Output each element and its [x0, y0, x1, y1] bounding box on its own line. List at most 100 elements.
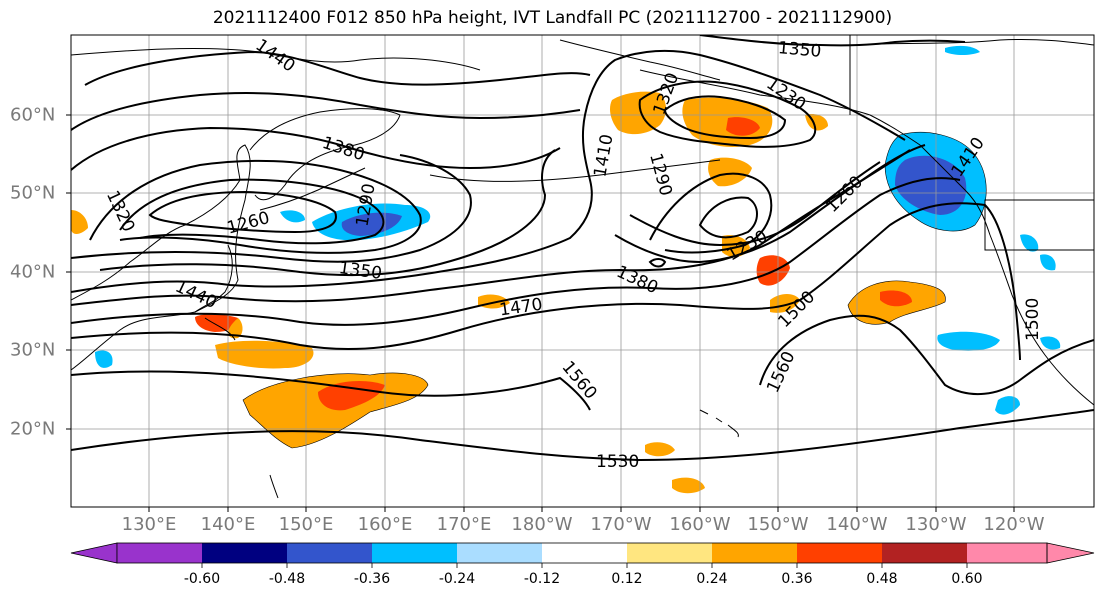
- colorbar-right-extension: [1046, 542, 1095, 564]
- positive-anomaly-region: [71, 210, 88, 234]
- anomaly-outlines: [242, 132, 987, 449]
- colorbar-tick-label: -0.48: [268, 571, 306, 587]
- colorbar-tick-label: -0.12: [523, 571, 561, 587]
- colorbar-tick-label: -0.60: [183, 571, 221, 587]
- negative-anomaly-region: [937, 331, 1000, 351]
- contour-1350: [71, 154, 881, 263]
- contour-1260: [148, 190, 337, 234]
- lon-label: 180°W: [511, 514, 573, 535]
- contour-1440: [71, 149, 911, 306]
- colorbar-tick-label: 0.36: [781, 571, 813, 587]
- positive-anomaly-region: [722, 235, 750, 257]
- japan-islands: [194, 244, 236, 341]
- colorbar-left-extension: [70, 542, 118, 564]
- contour-1260-east: [698, 196, 758, 239]
- lon-label: 150°E: [278, 514, 334, 535]
- canada-arctic-coast: [859, 38, 1094, 46]
- lon-label: 140°W: [826, 514, 888, 535]
- colorbar-tick-label: 0.60: [951, 571, 983, 587]
- colorbar-tick-label: -0.36: [353, 571, 391, 587]
- hawaiian-islands: [699, 409, 739, 438]
- lon-label: 120°W: [983, 514, 1045, 535]
- lon-label: 140°E: [200, 514, 256, 535]
- contour-label: 1500: [1023, 298, 1043, 341]
- strong-positive-anomaly-region: [726, 117, 760, 136]
- siberia-arctic-coast: [71, 48, 481, 71]
- lon-label: 130°E: [121, 514, 177, 535]
- positive-anomaly-region: [708, 157, 752, 187]
- asia-east-coast: [71, 144, 251, 371]
- lon-label: 150°W: [747, 514, 809, 535]
- colorbar-segment: [117, 543, 202, 563]
- map-title: 2021112400 F012 850 hPa height, IVT Land…: [212, 8, 893, 28]
- colorbar-segment: [627, 543, 712, 563]
- contour-1380-north: [71, 126, 561, 171]
- kamchatka: [249, 108, 401, 201]
- coastlines: [71, 35, 1094, 499]
- positive-anomaly-region: [215, 340, 314, 369]
- contour-1350-top: [699, 35, 966, 47]
- lon-label: 170°W: [590, 514, 652, 535]
- colorbar-segment: [712, 543, 797, 563]
- lon-label: 130°W: [905, 514, 967, 535]
- height-contours: [71, 35, 1094, 462]
- lat-label: 30°N: [10, 339, 56, 361]
- negative-anomaly-region: [1040, 336, 1061, 350]
- contour-1410: [71, 49, 906, 293]
- colorbar-segment: [457, 543, 542, 563]
- strong-negative-anomaly-region: [341, 212, 402, 236]
- nw-us-state-box: [984, 199, 1094, 251]
- alaska-coast: [639, 69, 991, 236]
- negative-anomaly-region: [1040, 254, 1056, 271]
- contour-1290: [119, 178, 385, 245]
- contour-1320-north: [663, 95, 787, 140]
- contour-1230-east: [648, 258, 667, 268]
- contour-1470: [71, 177, 961, 326]
- colorbar-segment: [372, 543, 457, 563]
- north-america-west-coast: [989, 234, 1094, 406]
- contour-1290-north: [638, 80, 817, 148]
- contour-1500: [71, 202, 1021, 361]
- positive-anomaly-region: [645, 442, 675, 457]
- lat-label: 60°N: [10, 104, 56, 126]
- colorbar-tick-label: 0.48: [866, 571, 898, 587]
- contour-label: 1350: [777, 38, 822, 62]
- contour-label: 1530: [596, 452, 639, 472]
- aleutian-arc: [429, 159, 721, 182]
- negative-anomaly-region: [95, 350, 113, 368]
- strong-positive-anomaly-region: [880, 290, 912, 307]
- lon-label: 160°E: [357, 514, 413, 535]
- colorbar-tick-label: -0.24: [438, 571, 476, 587]
- colorbar-outline: [116, 542, 1048, 564]
- mariana-islands: [269, 474, 279, 499]
- map-frame: [70, 34, 1095, 508]
- colorbar-tick-label: 0.12: [611, 571, 643, 587]
- colorbar-segment: [797, 543, 882, 563]
- bering-region: [559, 39, 721, 81]
- colorbar-segment: [202, 543, 287, 563]
- colorbar-segment: [882, 543, 967, 563]
- lon-label: 170°E: [436, 514, 492, 535]
- positive-anomaly-region: [672, 477, 705, 494]
- colorbar: [70, 542, 1095, 568]
- colorbar-segment: [287, 543, 372, 563]
- contour-1560: [71, 314, 1094, 411]
- lat-label: 50°N: [10, 182, 56, 204]
- lat-label: 40°N: [10, 261, 56, 283]
- strong-negative-anomaly-region: [895, 155, 967, 215]
- positive-anomaly-region: [610, 91, 666, 135]
- contour-1530: [71, 409, 1094, 462]
- contour-1410-north: [71, 92, 581, 131]
- contour-1290-east: [649, 172, 773, 254]
- colorbar-segment: [967, 543, 1047, 563]
- positive-anomaly-region: [770, 294, 800, 313]
- lat-label: 20°N: [10, 418, 56, 440]
- colorbar-tick-label: 0.24: [696, 571, 728, 587]
- negative-anomaly-region: [280, 210, 305, 223]
- contour-1320: [89, 159, 422, 254]
- contour-1440-north: [84, 50, 591, 86]
- positive-anomaly-region: [228, 318, 243, 339]
- lon-label: 160°W: [669, 514, 731, 535]
- negative-anomaly-region: [1020, 234, 1039, 252]
